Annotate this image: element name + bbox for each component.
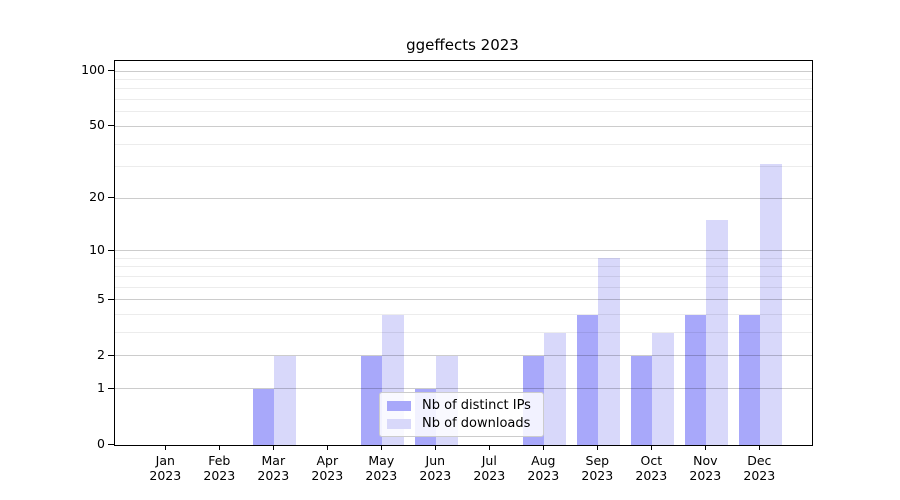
legend-item-distinct-ips: Nb of distinct IPs [387,398,531,413]
legend: Nb of distinct IPs Nb of downloads [379,392,544,437]
y-tick-label: 50 [89,117,105,133]
y-tick [108,70,114,71]
chart-title: ggeffects 2023 [406,36,519,54]
legend-item-downloads: Nb of downloads [387,416,531,431]
x-tick-label: Dec 2023 [743,453,776,483]
minor-gridline [115,286,812,288]
minor-gridline [115,314,812,316]
plot-area [114,60,813,446]
y-tick-label: 10 [89,241,105,257]
bar-downloads-aug [544,332,566,445]
y-tick-label: 1 [97,379,105,395]
y-tick-label: 5 [97,290,105,306]
minor-gridline [115,266,812,268]
legend-label-downloads: Nb of downloads [422,416,531,431]
x-tick [597,445,599,450]
x-tick-label: Oct 2023 [635,453,668,483]
minor-gridline [115,111,812,113]
x-tick [651,445,653,450]
major-gridline [115,250,812,252]
minor-gridline [115,332,812,334]
y-tick-label: 100 [81,62,105,77]
x-tick [759,445,761,450]
bar-downloads-sep [598,258,620,445]
minor-gridline [115,257,812,259]
legend-swatch-downloads-icon [387,418,411,429]
y-tick-label: 0 [97,436,105,451]
bar-distinct-ips-mar [252,388,275,445]
minor-gridline [115,99,812,101]
major-gridline [115,388,812,390]
minor-gridline [115,143,812,145]
x-tick [219,445,221,450]
y-tick-label: 20 [89,189,105,205]
bar-downloads-nov [706,220,728,445]
x-tick-label: May 2023 [365,453,398,483]
y-tick [108,125,114,127]
major-gridline [115,125,812,127]
x-tick [381,445,383,450]
bar-downloads-oct [652,332,674,445]
bar-distinct-ips-dec [738,314,761,445]
minor-gridline [115,78,812,80]
major-gridline [115,355,812,357]
x-tick-label: Mar 2023 [257,453,290,483]
y-tick [108,249,114,251]
bar-distinct-ips-nov [684,314,707,445]
minor-gridline [115,166,812,168]
bar-downloads-dec [760,164,782,445]
y-tick-label: 2 [97,346,105,362]
x-tick [435,445,437,450]
x-tick-label: Sep 2023 [581,453,614,483]
x-tick [273,445,275,450]
x-tick-label: Jan 2023 [149,453,182,483]
major-gridline [115,70,812,72]
minor-gridline [115,88,812,90]
y-tick [108,354,114,356]
x-tick-label: Jul 2023 [473,453,506,483]
y-tick [108,444,114,445]
y-tick [108,387,114,389]
legend-swatch-distinct-ips-icon [387,400,411,411]
x-tick-label: Nov 2023 [689,453,722,483]
y-tick [108,197,114,199]
x-tick-label: Apr 2023 [311,453,344,483]
x-tick-label: Feb 2023 [203,453,236,483]
minor-gridline [115,275,812,277]
bar-distinct-ips-oct [630,355,653,445]
legend-label-distinct-ips: Nb of distinct IPs [422,398,531,413]
major-gridline [115,299,812,301]
x-tick [705,445,707,450]
x-tick [489,445,491,450]
y-tick [108,298,114,300]
x-tick-label: Aug 2023 [527,453,560,483]
x-tick [165,445,167,450]
bar-downloads-mar [274,355,296,445]
x-tick [543,445,545,450]
major-gridline [115,197,812,199]
bar-distinct-ips-sep [576,314,599,445]
x-tick-label: Jun 2023 [419,453,452,483]
x-tick [327,445,329,450]
bar-distinct-ips-may [360,355,383,445]
